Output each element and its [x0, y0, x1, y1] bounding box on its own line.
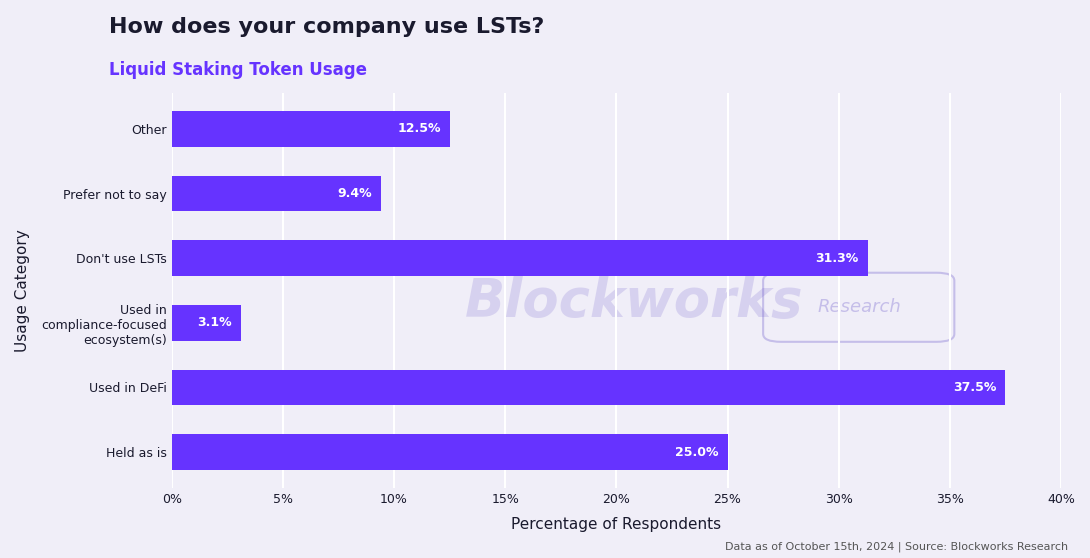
Text: Research: Research: [818, 299, 901, 316]
Bar: [172, 434, 727, 470]
Text: 31.3%: 31.3%: [815, 252, 859, 264]
Bar: [172, 370, 1005, 405]
Text: Liquid Staking Token Usage: Liquid Staking Token Usage: [109, 61, 367, 79]
Text: 25.0%: 25.0%: [675, 446, 718, 459]
Bar: [172, 305, 241, 340]
X-axis label: Percentage of Respondents: Percentage of Respondents: [511, 517, 722, 532]
Text: 9.4%: 9.4%: [337, 187, 372, 200]
Bar: [172, 111, 450, 147]
Text: 37.5%: 37.5%: [954, 381, 996, 394]
Text: 12.5%: 12.5%: [397, 122, 440, 136]
Text: How does your company use LSTs?: How does your company use LSTs?: [109, 17, 544, 37]
Y-axis label: Usage Category: Usage Category: [15, 229, 31, 352]
Text: Blockworks: Blockworks: [465, 276, 803, 328]
Bar: [172, 176, 380, 211]
Bar: [172, 240, 868, 276]
Text: Data as of October 15th, 2024 | Source: Blockworks Research: Data as of October 15th, 2024 | Source: …: [725, 542, 1068, 552]
Text: 3.1%: 3.1%: [197, 316, 232, 329]
